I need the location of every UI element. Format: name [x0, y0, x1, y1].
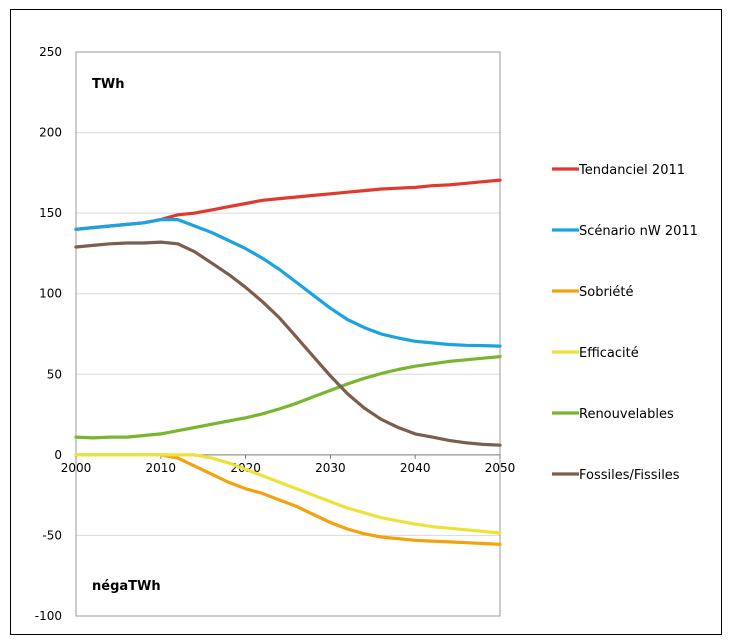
x-axis: 2000 2010 2020 2030 2040 2050 [61, 454, 516, 475]
y-tick-label: 100 [39, 287, 62, 301]
y-tick-label: -100 [35, 609, 62, 623]
y-tick-label: 50 [47, 367, 62, 381]
legend-label: Fossiles/Fissiles [579, 468, 680, 483]
y-tick-label: -50 [42, 528, 62, 542]
upper-unit-label: TWh [92, 77, 124, 92]
series-line-4 [74, 453, 502, 535]
series-line-2 [74, 218, 502, 348]
y-tick-label: 150 [39, 206, 62, 220]
x-tick-label: 2010 [146, 461, 177, 475]
y-axis: 250 200 150 100 50 0 -50 -100 [35, 45, 62, 623]
x-tick-label: 2030 [315, 461, 346, 475]
legend-label: Tendanciel 2011 [578, 163, 685, 178]
lower-unit-label: négaTWh [92, 579, 161, 594]
legend-label: Sobriété [579, 285, 634, 300]
legend-label: Scénario nW 2011 [579, 224, 698, 239]
series-lines [74, 178, 502, 546]
series-line-3 [74, 453, 502, 546]
legend-label: Efficacité [579, 346, 639, 361]
legend: Tendanciel 2011 Scénario nW 2011 Sobriété E… [552, 163, 698, 483]
x-tick-label: 2050 [485, 461, 516, 475]
x-tick-label: 2040 [400, 461, 431, 475]
plot-area-border [75, 51, 501, 617]
y-tick-label: 250 [39, 45, 62, 59]
series-line-5 [74, 355, 502, 440]
y-tick-label: 200 [39, 126, 62, 140]
grid-lines [76, 51, 500, 617]
x-tick-label: 2000 [61, 461, 92, 475]
legend-label: Renouvelables [579, 407, 674, 422]
y-tick-label: 0 [54, 448, 62, 462]
chart-frame [10, 9, 722, 635]
series-line-6 [74, 240, 502, 447]
